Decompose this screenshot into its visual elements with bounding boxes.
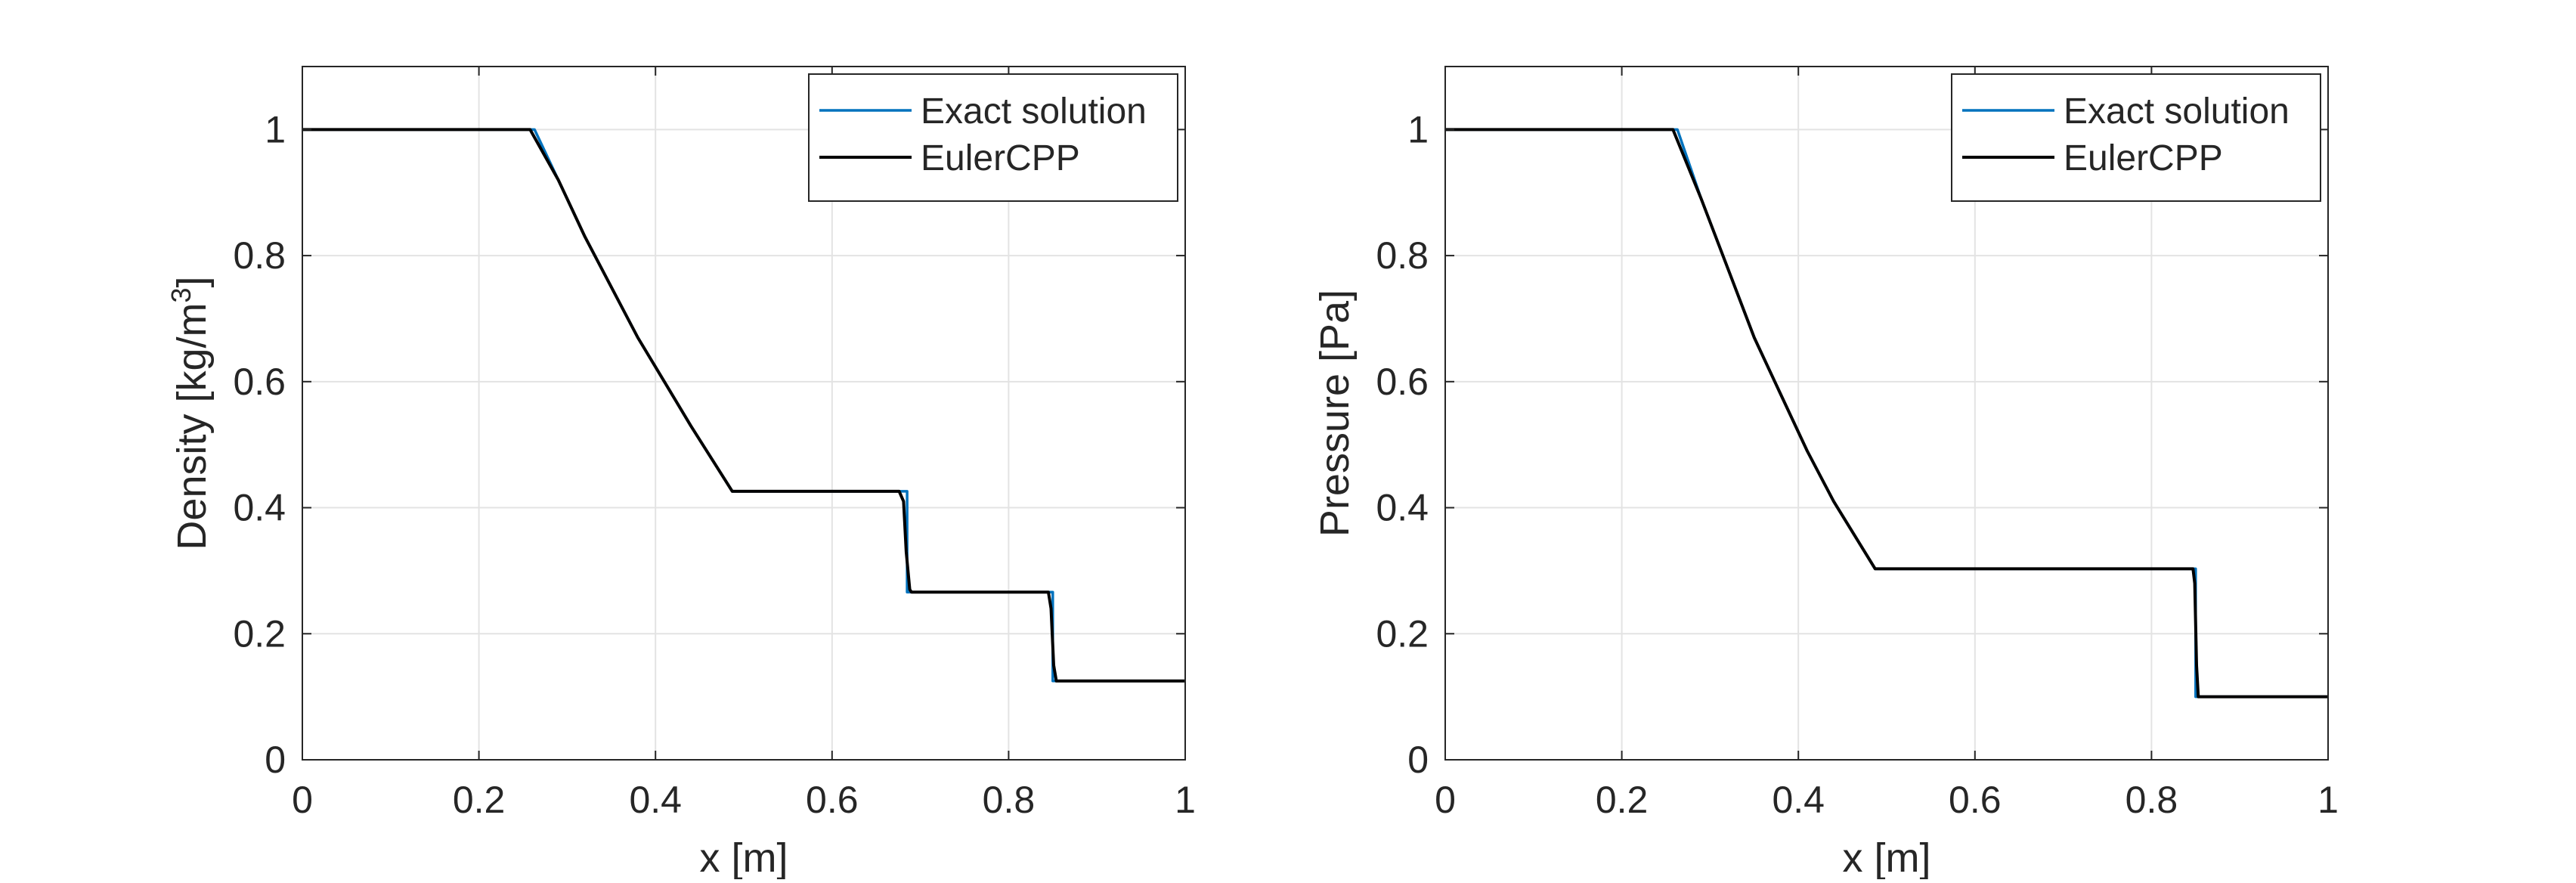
x-axis-label: x [m] — [1843, 835, 1931, 879]
legend-box — [1951, 73, 2321, 202]
y-tick-label: 0.4 — [1376, 487, 1429, 529]
y-tick-label: 0.8 — [233, 234, 286, 277]
y-tick-label: 0.6 — [1376, 361, 1429, 403]
x-tick-label: 0 — [292, 779, 313, 821]
y-axis-label: Density [kg/m3] — [166, 276, 215, 550]
axes-box — [302, 66, 1186, 761]
x-tick-label: 0.6 — [1949, 779, 2002, 821]
legend: Exact solution EulerCPP — [808, 73, 1178, 202]
series-line-eulercpp — [302, 128, 1185, 683]
y-axis-label: Pressure [Pa] — [1312, 290, 1358, 537]
y-tick-label: 0.6 — [233, 361, 286, 403]
x-tick-label: 0.4 — [629, 779, 682, 821]
legend-entry-label: Exact solution — [2064, 91, 2290, 132]
series-line-eulercpp — [1445, 128, 2328, 699]
x-tick-label: 0.2 — [453, 779, 506, 821]
y-tick-label: 1 — [1407, 108, 1429, 150]
x-tick-label: 0.6 — [806, 779, 859, 821]
x-tick-label: 0.8 — [2126, 779, 2178, 821]
x-tick-label: 1 — [1175, 779, 1196, 821]
axes-box — [1444, 66, 2329, 761]
x-tick-label: 0.2 — [1596, 779, 1649, 821]
legend-box — [808, 73, 1178, 202]
y-tick-label: 0.4 — [233, 487, 286, 529]
x-axis-label: x [m] — [700, 835, 788, 879]
chart-1: 0 0.2 0.4 0.6 0.8 1 0 0.2 0.4 0.6 0.8 1 x [m] Density… — [166, 66, 1196, 881]
x-tick-label: 0.4 — [1772, 779, 1825, 821]
y-tick-label: 1 — [265, 108, 286, 150]
y-tick-label: 0.2 — [233, 612, 286, 655]
legend-entry-label: EulerCPP — [2064, 138, 2223, 178]
y-tick-label: 0.2 — [1376, 612, 1429, 655]
legend-entry-label: EulerCPP — [921, 138, 1080, 178]
legend-entry-label: Exact solution — [921, 91, 1147, 132]
chart-2: 0 0.2 0.4 0.6 0.8 1 0 0.2 0.4 0.6 0.8 1 x [m] Pressur… — [1312, 66, 2339, 881]
y-tick-label: 0 — [1407, 739, 1429, 781]
x-tick-label: 0 — [1435, 779, 1456, 821]
y-tick-label: 0.8 — [1376, 234, 1429, 277]
y-tick-label: 0 — [265, 739, 286, 781]
series-line-exact-solution — [302, 128, 1185, 683]
x-tick-label: 0.8 — [983, 779, 1036, 821]
x-tick-label: 1 — [2317, 779, 2339, 821]
legend: Exact solution EulerCPP — [1951, 73, 2321, 202]
